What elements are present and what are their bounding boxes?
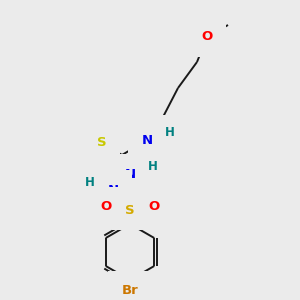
Text: H: H: [85, 176, 95, 188]
Text: N: N: [107, 184, 118, 196]
Text: Br: Br: [122, 284, 138, 298]
Text: S: S: [97, 136, 107, 149]
Text: O: O: [148, 200, 160, 214]
Text: S: S: [125, 203, 135, 217]
Text: O: O: [201, 31, 213, 44]
Text: H: H: [165, 127, 175, 140]
Text: N: N: [141, 134, 153, 146]
Text: N: N: [124, 167, 136, 181]
Text: H: H: [148, 160, 158, 173]
Text: O: O: [100, 200, 112, 214]
